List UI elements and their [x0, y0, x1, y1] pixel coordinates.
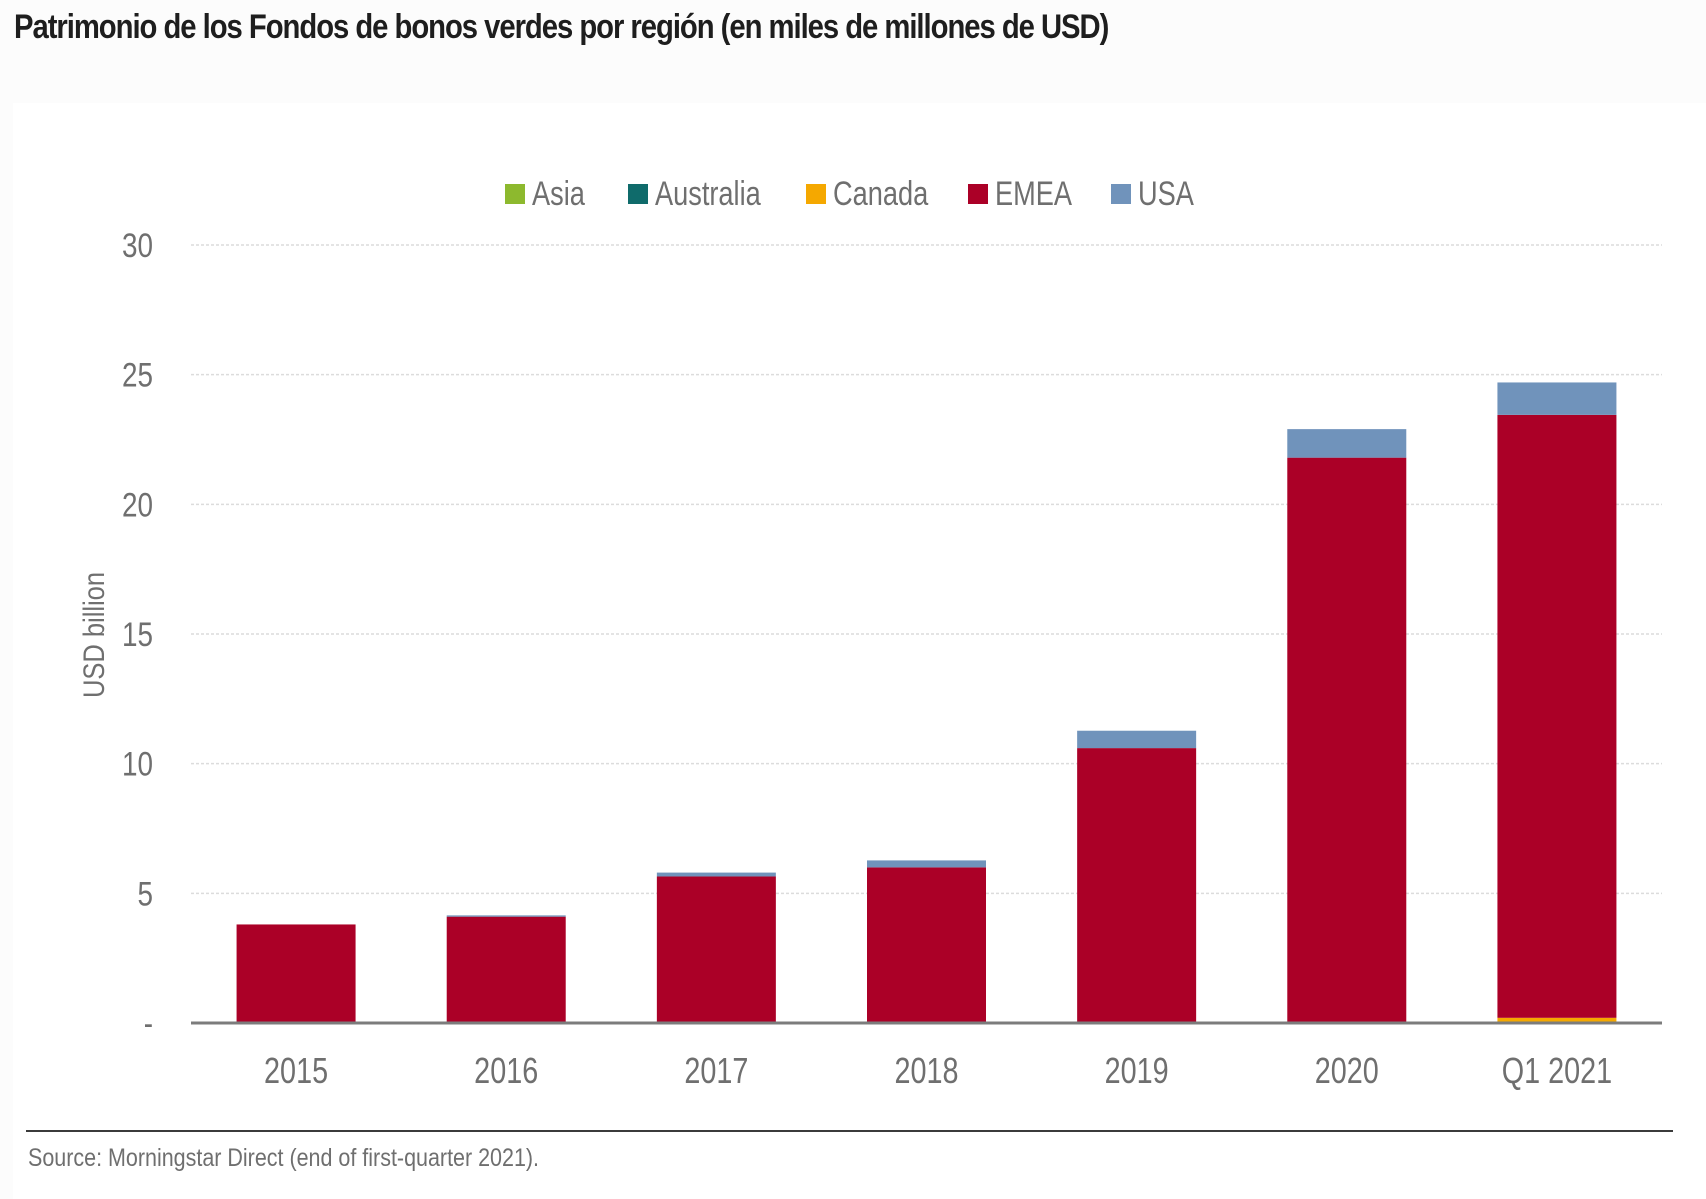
- y-tick-label: 10: [122, 745, 153, 783]
- bar-segment-canada: [1497, 1017, 1617, 1023]
- source-note: Source: Morningstar Direct (end of first…: [28, 1143, 539, 1171]
- x-tick-label: 2019: [1105, 1050, 1169, 1091]
- legend-swatch: [968, 184, 988, 204]
- bar-stack-2018: [867, 860, 986, 1023]
- legend-label: USA: [1138, 174, 1194, 213]
- bar-segment-usa: [1077, 730, 1197, 749]
- y-tick-label: 20: [122, 486, 153, 524]
- bar-segment-usa: [1287, 429, 1407, 458]
- bar-segment-emea: [446, 916, 566, 1023]
- bar-segment-emea: [236, 924, 356, 1023]
- y-tick-label: 25: [122, 356, 153, 394]
- x-tick-label: 2017: [684, 1050, 748, 1091]
- bar-segment-usa: [1497, 382, 1617, 415]
- bar-stack-q1-2021: [1497, 382, 1617, 1023]
- legend-swatch: [505, 184, 525, 204]
- bar-segment-usa: [867, 860, 986, 868]
- legend-swatch: [806, 184, 826, 204]
- x-axis-labels: 2015 2016 2017 2018 2019 2020 Q1 2021: [264, 1050, 1612, 1091]
- y-axis-ticks: - 5 10 15 20 25 30: [122, 226, 153, 1042]
- gridlines: [191, 244, 1662, 895]
- x-tick-label: 2020: [1315, 1050, 1379, 1091]
- bar-segment-emea: [1287, 457, 1407, 1023]
- bar-stack-2015: [236, 924, 356, 1023]
- bar-stack-2016: [446, 915, 566, 1023]
- bar-stack-2017: [656, 872, 776, 1023]
- legend-item-emea[interactable]: EMEA: [968, 174, 1072, 213]
- legend-swatch: [1111, 184, 1131, 204]
- bar-stack-2020: [1287, 429, 1407, 1023]
- x-tick-label: 2016: [474, 1050, 538, 1091]
- bar-segment-usa: [446, 915, 566, 917]
- bar-segment-emea: [1077, 748, 1197, 1023]
- legend-item-asia[interactable]: Asia: [505, 174, 586, 213]
- x-tick-label: Q1 2021: [1502, 1050, 1612, 1091]
- legend-item-usa[interactable]: USA: [1111, 174, 1194, 213]
- y-axis-title: USD billion: [77, 572, 110, 698]
- bar-segment-emea: [1497, 414, 1617, 1018]
- bar-segment-usa: [656, 872, 776, 877]
- y-tick-label: 30: [122, 226, 153, 264]
- bar-segment-emea: [656, 876, 776, 1023]
- legend-item-australia[interactable]: Australia: [628, 174, 762, 213]
- legend-label: EMEA: [995, 174, 1072, 213]
- legend: Asia Australia Canada EMEA USA: [505, 174, 1194, 213]
- legend-item-canada[interactable]: Canada: [806, 174, 929, 213]
- bar-segment-emea: [867, 867, 986, 1023]
- bar-stack-2019: [1077, 730, 1197, 1023]
- legend-swatch: [628, 184, 648, 204]
- chart-title: Patrimonio de los Fondos de bonos verdes…: [14, 8, 1109, 46]
- legend-label: Australia: [655, 174, 762, 213]
- bars: [236, 382, 1617, 1023]
- legend-label: Canada: [833, 174, 929, 213]
- legend-label: Asia: [532, 174, 586, 213]
- y-tick-label: 15: [122, 615, 153, 653]
- y-tick-label: -: [144, 1004, 153, 1042]
- x-tick-label: 2015: [264, 1050, 328, 1091]
- y-tick-label: 5: [137, 875, 153, 913]
- x-tick-label: 2018: [894, 1050, 958, 1091]
